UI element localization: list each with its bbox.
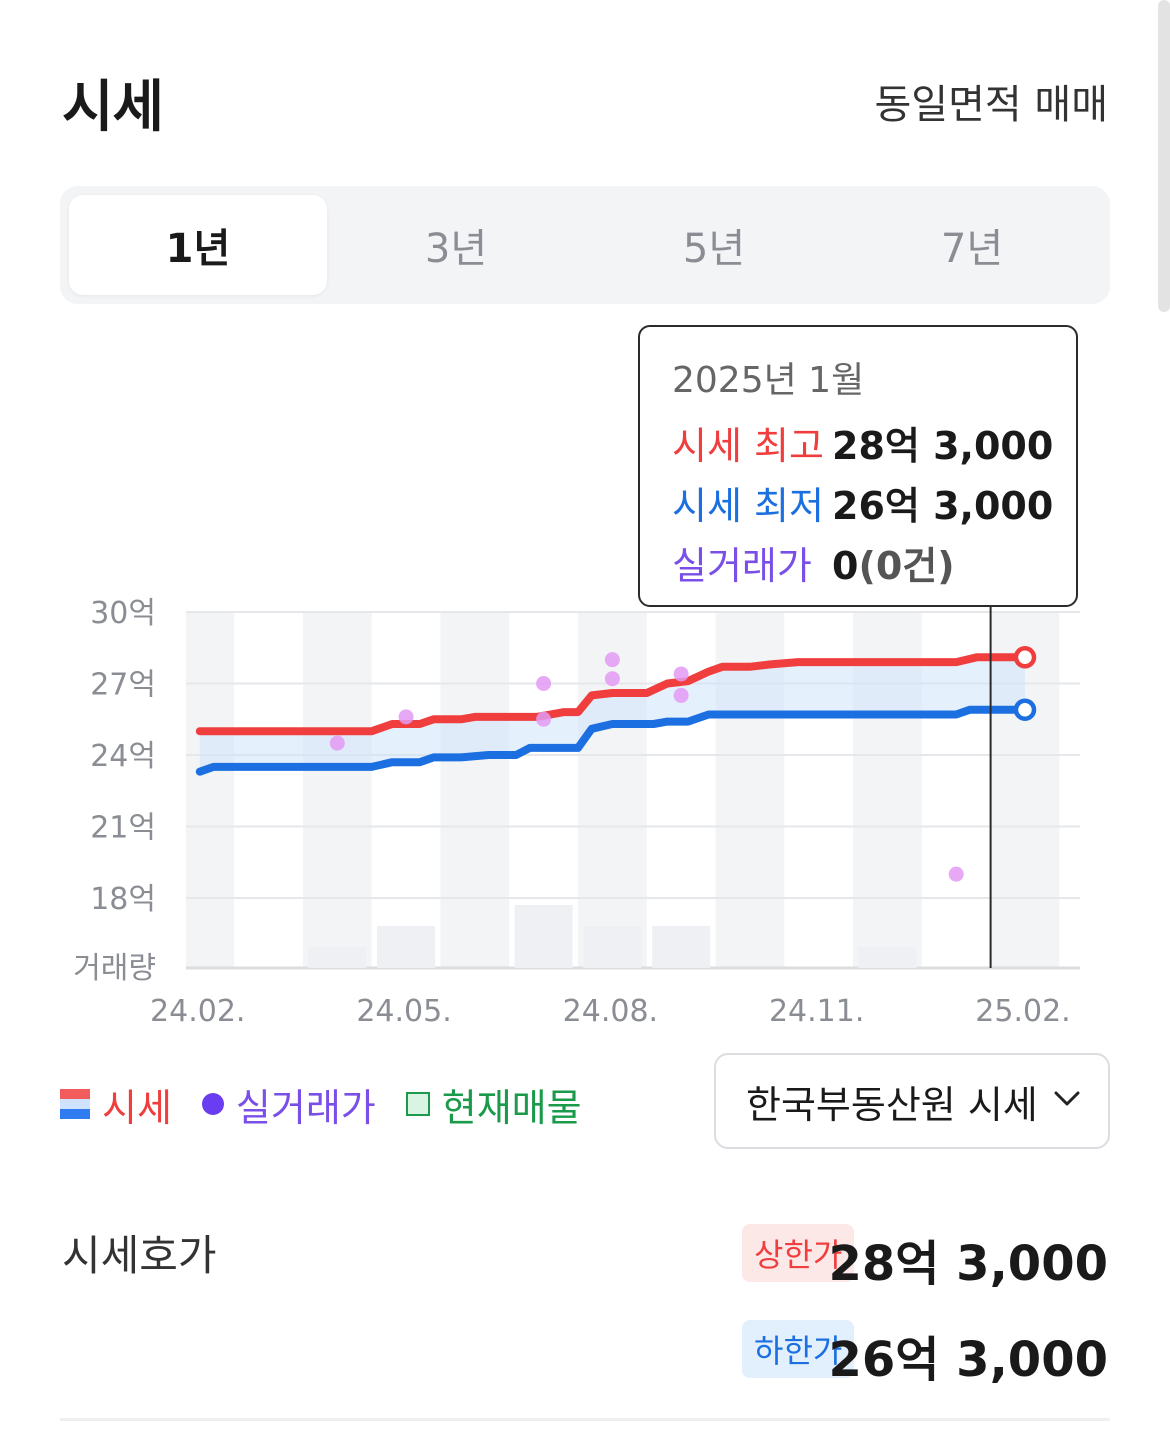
volume-bar: [308, 947, 367, 968]
volume-bar: [377, 926, 436, 968]
x-tick-label: 24.05.: [356, 994, 451, 1029]
legend-actual-trade[interactable]: 실거래가: [201, 1077, 376, 1132]
tooltip-high-label: 시세 최고: [672, 424, 824, 468]
page-scrollbar[interactable]: [1158, 0, 1170, 312]
y-tick-label: 24억: [90, 739, 156, 774]
upper-limit-price: 28억 3,000: [828, 1236, 1109, 1292]
chart-legend: 시세 실거래가 현재매물: [60, 1080, 612, 1130]
price-source-value: 한국부동산원 시세: [746, 1082, 1038, 1127]
actual-trade-point: [536, 676, 552, 691]
legend-sise-label: 시세: [102, 1085, 172, 1130]
tab-7-years[interactable]: 7년: [940, 226, 1004, 272]
volume-bars: [308, 905, 917, 968]
tooltip-row-low: 시세 최저 26억 3,000: [672, 475, 1053, 530]
same-area-trade-filter[interactable]: 동일면적 매매: [874, 82, 1108, 128]
sise-legend-icon: [60, 1089, 90, 1119]
actual-trade-point: [536, 711, 552, 727]
actual-trade-point: [604, 652, 620, 668]
x-tick-label: 24.02.: [150, 994, 245, 1029]
tooltip-actual-value: 0: [832, 544, 859, 588]
y-tick-label: 30억: [90, 596, 156, 631]
x-tick-label: 24.11.: [769, 994, 864, 1029]
chevron-down-icon: [1054, 1091, 1080, 1106]
actual-trade-point: [398, 709, 414, 725]
volume-axis-label: 거래량: [73, 951, 156, 986]
actual-trade-point: [604, 671, 620, 687]
y-tick-label: 18억: [90, 882, 156, 917]
x-tick-label: 25.02.: [975, 994, 1070, 1029]
section-divider: [60, 1418, 1110, 1421]
month-band: [302, 612, 372, 968]
legend-sise[interactable]: 시세: [60, 1077, 172, 1132]
actual-trade-point: [948, 866, 964, 882]
tab-3-years[interactable]: 3년: [424, 226, 488, 272]
actual-trade-point: [329, 735, 345, 751]
volume-bar: [652, 926, 711, 968]
tooltip-actual-count: (0건): [858, 544, 955, 588]
series-line-high: [195, 653, 1029, 736]
page-title: 시세: [62, 75, 164, 140]
actual-trade-point: [673, 666, 689, 682]
volume-bar: [514, 905, 573, 968]
tooltip-row-high: 시세 최고 28억 3,000: [672, 415, 1053, 470]
asking-price-title: 시세호가: [62, 1231, 217, 1280]
legend-actual-label: 실거래가: [235, 1085, 376, 1130]
tab-5-years[interactable]: 5년: [682, 226, 746, 272]
x-tick-label: 24.08.: [563, 994, 658, 1029]
selected-point-low: [1013, 698, 1037, 721]
period-tabs: 1년 3년 5년 7년: [60, 186, 1110, 304]
square-legend-icon: [405, 1092, 430, 1116]
price-chart[interactable]: 30억 27억 24억 21억 18억 24.02. 24.05. 24.08. 24.11.…: [0, 320, 1170, 1040]
month-band: [186, 612, 235, 968]
lower-limit-price: 26억 3,000: [828, 1332, 1109, 1388]
tooltip-low-value: 26억 3,000: [832, 484, 1054, 528]
y-axis-ticks: 30억 27억 24억 21억 18억: [90, 596, 156, 917]
actual-trade-points: [329, 652, 964, 882]
volume-bar: [583, 926, 642, 968]
tooltip-date: 2025년 1월: [672, 360, 865, 401]
tooltip-actual-label: 실거래가: [672, 544, 812, 588]
legend-listing-label: 현재매물: [441, 1085, 582, 1130]
y-tick-label: 27억: [90, 668, 156, 703]
upper-limit-badge: 상한가: [742, 1224, 855, 1282]
x-axis-ticks: 24.02. 24.05. 24.08. 24.11. 25.02.: [150, 994, 1071, 1029]
series-line-low: [195, 705, 1029, 776]
actual-trade-point: [673, 687, 689, 703]
price-range-area: [199, 657, 1026, 772]
lower-limit-badge: 하한가: [742, 1320, 855, 1378]
selected-point-high: [1013, 646, 1037, 669]
chart-tooltip: 2025년 1월 시세 최고 28억 3,000 시세 최저 26억 3,000 실…: [638, 325, 1078, 607]
tooltip-row-actual: 실거래가 0(0건): [672, 535, 955, 590]
volume-bar: [858, 947, 917, 968]
price-source-select[interactable]: 한국부동산원 시세: [714, 1053, 1110, 1149]
y-tick-label: 21억: [90, 811, 156, 846]
tooltip-low-label: 시세 최저: [672, 484, 824, 528]
tooltip-high-value: 28억 3,000: [832, 424, 1054, 468]
month-band: [440, 612, 510, 968]
tab-1-year[interactable]: 1년: [69, 195, 327, 295]
legend-current-listing[interactable]: 현재매물: [405, 1077, 582, 1132]
dot-legend-icon: [201, 1093, 224, 1115]
